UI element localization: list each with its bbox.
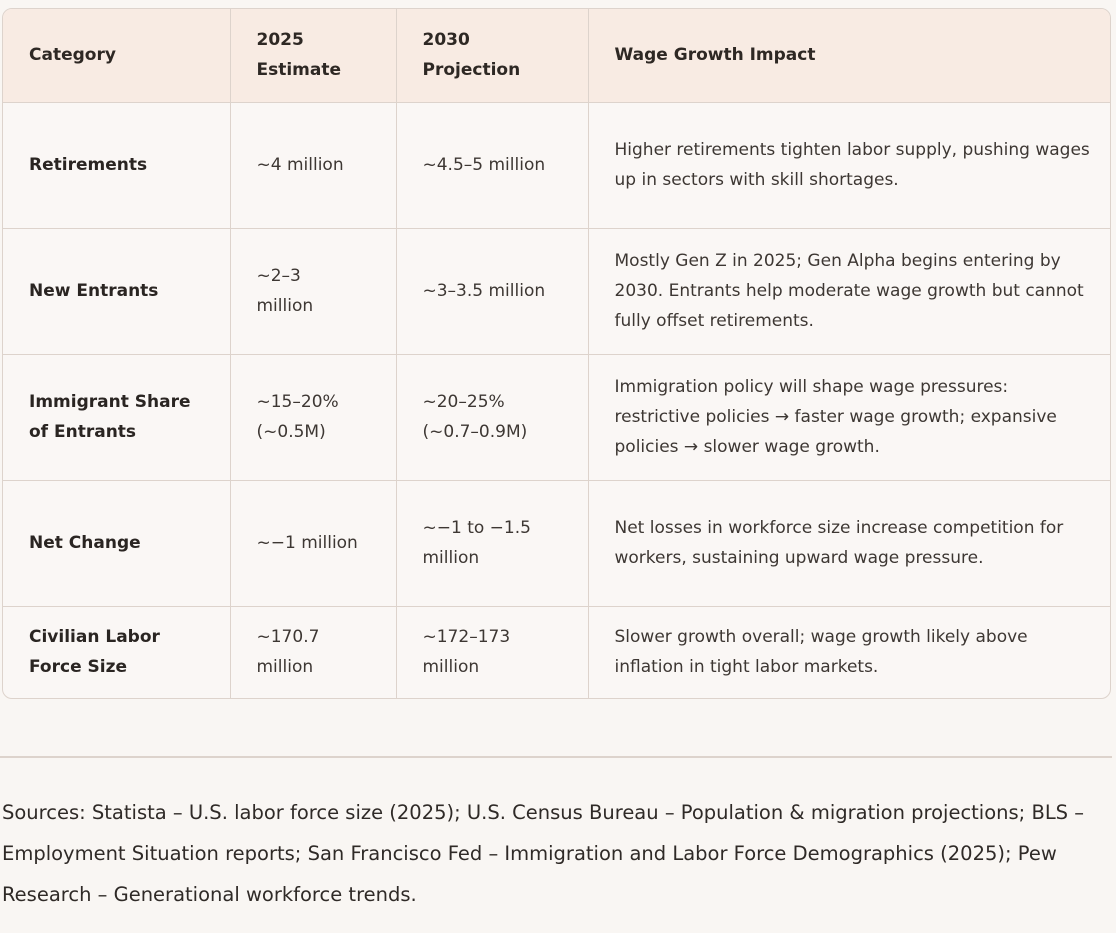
cell-2030-projection: ~172–173 million (396, 606, 589, 698)
cell-2030-projection: ~20–25% (~0.7–0.9M) (396, 354, 589, 481)
section-divider (0, 756, 1112, 758)
cell-2025-estimate: ~−1 million (230, 480, 397, 607)
cell-impact: Net losses in workforce size increase co… (588, 480, 1110, 607)
table-row: Net Change ~−1 million ~−1 to −1.5 milli… (3, 480, 1110, 607)
table-row: Retirements ~4 million ~4.5–5 million Hi… (3, 102, 1110, 229)
table-row: Civilian Labor Force Size ~170.7 million… (3, 606, 1110, 698)
data-table-container: Category 2025 Estimate 2030 Projection W… (2, 8, 1111, 699)
cell-impact: Slower growth overall; wage growth likel… (614, 627, 1028, 678)
sources-note: Sources: Statista – U.S. labor force siz… (2, 801, 1085, 906)
cell-category: Net Change (3, 480, 231, 607)
cell-category: Immigrant Share of Entrants (3, 354, 231, 481)
cell-2030-projection: ~−1 to −1.5 million (396, 480, 589, 607)
table-header-row: Category 2025 Estimate 2030 Projection W… (3, 9, 1110, 103)
cell-category: Retirements (3, 102, 231, 229)
cell-2025-estimate: ~2–3 million (230, 228, 397, 355)
table-row: Immigrant Share of Entrants ~15–20% (~0.… (3, 354, 1110, 481)
cell-category: New Entrants (3, 228, 231, 355)
cell-category: Civilian Labor Force Size (3, 606, 231, 698)
header-category: Category (3, 9, 231, 103)
header-2030-projection: 2030 Projection (396, 9, 589, 103)
cell-2025-estimate: ~4 million (230, 102, 397, 229)
cell-2025-estimate: ~15–20% (~0.5M) (230, 354, 397, 481)
cell-2030-projection: ~4.5–5 million (396, 102, 589, 229)
cell-impact: Mostly Gen Z in 2025; Gen Alpha begins e… (588, 228, 1110, 355)
header-2025-estimate: 2025 Estimate (230, 9, 397, 103)
table-row: New Entrants ~2–3 million ~3–3.5 million… (3, 228, 1110, 355)
cell-impact: Immigration policy will shape wage press… (588, 354, 1110, 481)
cell-impact: Higher retirements tighten labor supply,… (588, 102, 1110, 229)
cell-2025-estimate: ~170.7 million (230, 606, 397, 698)
labor-force-table: Category 2025 Estimate 2030 Projection W… (3, 9, 1110, 698)
cell-2030-projection: ~3–3.5 million (396, 228, 589, 355)
header-wage-growth-impact: Wage Growth Impact (588, 9, 1110, 103)
